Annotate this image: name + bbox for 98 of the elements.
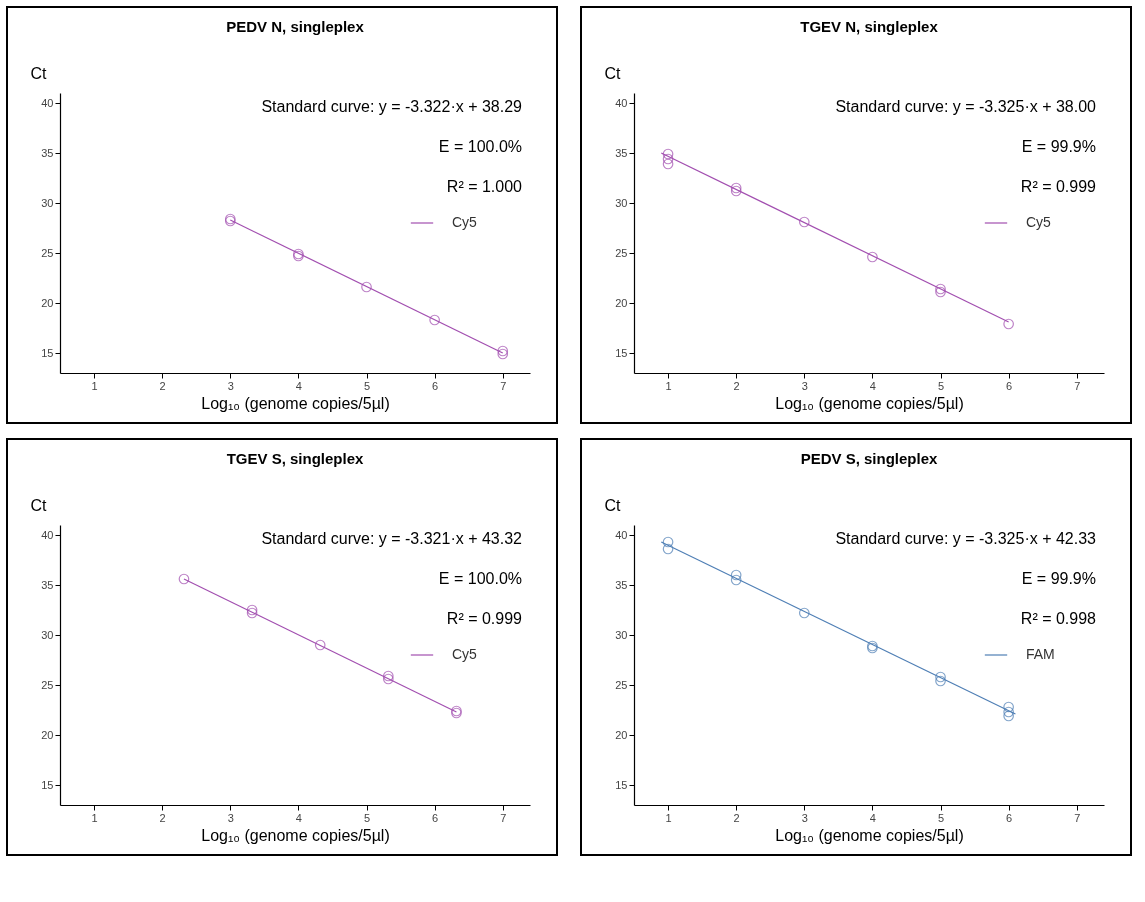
x-tick-label: 7 [500,379,507,392]
annotation: Standard curve: y = -3.325·x + 38.00 [835,98,1097,115]
chart-title: TGEV S, singleplex [226,450,364,467]
annotation: Standard curve: y = -3.322·x + 38.29 [261,98,523,115]
y-tick-label: 35 [615,578,628,591]
y-tick-label: 35 [41,146,54,159]
y-axis-title: Ct [604,496,622,514]
x-tick-label: 2 [733,379,740,392]
y-tick-label: 20 [615,728,628,741]
x-tick-label: 4 [869,811,876,824]
x-tick-label: 4 [869,379,876,392]
x-tick-label: 1 [665,379,672,392]
point [798,216,810,228]
point [662,536,674,548]
y-tick-label: 35 [615,146,628,159]
annotation: E = 99.9% [1021,138,1096,155]
point [662,543,674,555]
x-tick-label: 6 [432,379,439,392]
x-tick-label: 3 [227,379,234,392]
x-tick-label: 3 [801,379,808,392]
x-tick-label: 4 [295,379,302,392]
x-axis-title: Log₁₀ (genome copies/5µl) [201,826,390,844]
x-tick-label: 7 [500,811,507,824]
point [178,573,190,585]
x-tick-label: 1 [91,379,98,392]
x-tick-label: 7 [1074,811,1081,824]
x-tick-label: 5 [937,379,945,392]
x-tick-label: 6 [1006,811,1013,824]
point [935,671,946,683]
y-tick-label: 20 [615,296,628,309]
x-tick-label: 5 [937,811,945,824]
point [429,314,440,326]
x-tick-label: 5 [363,379,371,392]
x-tick-label: 2 [733,811,740,824]
y-tick-label: 25 [41,246,54,259]
point [730,574,742,586]
chart-title: TGEV N, singleplex [800,18,939,35]
y-tick-label: 30 [615,628,628,641]
y-tick-label: 40 [41,96,54,109]
annotation: R² = 0.998 [1020,610,1097,627]
y-tick-label: 15 [615,778,628,791]
annotation: E = 100.0% [438,138,522,155]
annotation: E = 100.0% [438,570,522,587]
point [730,569,742,581]
x-tick-label: 6 [432,811,439,824]
x-tick-label: 4 [295,811,302,824]
annotation: R² = 1.000 [446,178,523,195]
legend-label: Cy5 [1026,214,1052,230]
chart-title: PEDV S, singleplex [800,450,939,467]
y-tick-label: 15 [615,346,628,359]
legend-label: Cy5 [452,214,478,230]
x-tick-label: 1 [665,811,672,824]
point [867,251,878,263]
y-tick-label: 15 [41,346,54,359]
y-tick-label: 30 [41,628,54,641]
x-tick-label: 2 [159,811,166,824]
point [662,158,674,170]
annotation: R² = 0.999 [446,610,523,627]
y-tick-label: 20 [41,728,54,741]
y-tick-label: 30 [41,196,54,209]
point [361,281,372,293]
annotation: E = 99.9% [1021,570,1096,587]
annotation: Standard curve: y = -3.325·x + 42.33 [835,530,1097,547]
y-tick-label: 30 [615,196,628,209]
x-tick-label: 1 [91,811,98,824]
chart-title: PEDV N, singleplex [226,18,365,35]
y-tick-label: 35 [41,578,54,591]
y-tick-label: 40 [615,528,628,541]
point [662,153,674,165]
y-tick-label: 40 [41,528,54,541]
point [798,607,810,619]
x-tick-label: 5 [363,811,371,824]
y-axis-title: Ct [30,64,48,82]
x-axis-title: Log₁₀ (genome copies/5µl) [775,394,964,412]
y-tick-label: 25 [615,678,628,691]
y-axis-title: Ct [604,64,622,82]
annotation: Standard curve: y = -3.321·x + 43.32 [261,530,523,547]
y-tick-label: 25 [41,678,54,691]
point [314,639,326,651]
x-axis-title: Log₁₀ (genome copies/5µl) [201,394,390,412]
point [1003,701,1014,713]
y-tick-label: 40 [615,96,628,109]
x-tick-label: 3 [227,811,234,824]
y-tick-label: 15 [41,778,54,791]
point [662,148,674,160]
legend-label: Cy5 [452,646,478,662]
x-axis-title: Log₁₀ (genome copies/5µl) [775,826,964,844]
y-axis-title: Ct [30,496,48,514]
point [1003,318,1014,330]
x-tick-label: 6 [1006,379,1013,392]
point [935,675,946,687]
y-tick-label: 20 [41,296,54,309]
legend-label: FAM [1026,646,1055,662]
annotation: R² = 0.999 [1020,178,1097,195]
x-tick-label: 7 [1074,379,1081,392]
y-tick-label: 25 [615,246,628,259]
x-tick-label: 3 [801,811,808,824]
x-tick-label: 2 [159,379,166,392]
